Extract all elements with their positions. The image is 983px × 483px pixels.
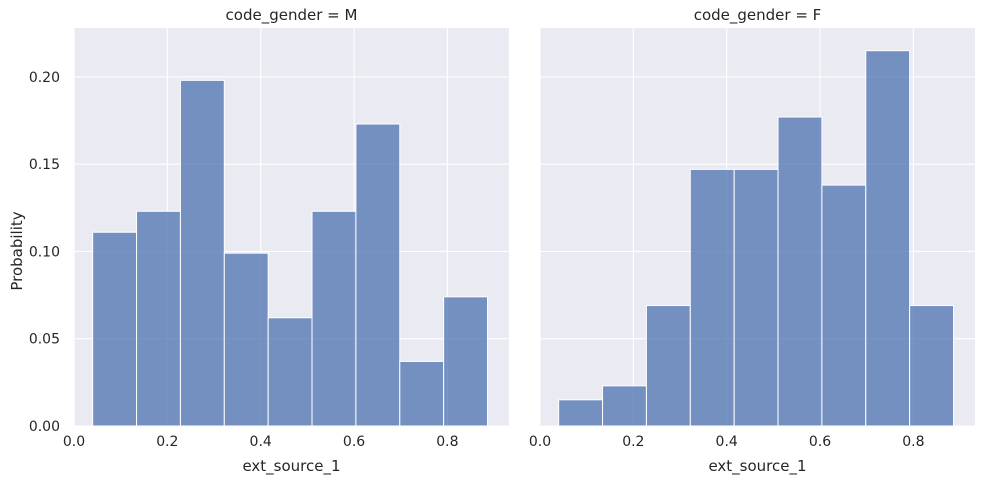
- histogram-bar: [136, 210, 181, 427]
- histogram-bar: [558, 399, 604, 427]
- y-tick-label: 0.00: [29, 419, 60, 435]
- x-tick-label: 0.4: [250, 434, 272, 450]
- x-tick-label: 0.8: [902, 434, 924, 450]
- y-tick-label: 0.10: [29, 244, 60, 260]
- histogram-bar: [311, 210, 357, 427]
- x-tick-label: 0.0: [529, 434, 551, 450]
- y-tick-label: 0.15: [29, 157, 60, 173]
- histogram-bar: [733, 168, 779, 427]
- x-tick-label: 0.2: [156, 434, 178, 450]
- y-tick-label: 0.20: [29, 70, 60, 86]
- histogram-bar: [602, 385, 647, 427]
- histogram-bar: [865, 50, 911, 427]
- histogram-bar: [443, 296, 489, 427]
- x-tick-label: 0.6: [343, 434, 365, 450]
- histogram-bar: [645, 305, 691, 427]
- y-axis-label: Probability: [8, 211, 26, 290]
- y-tick-label: 0.05: [29, 332, 60, 348]
- facet-panel-2: 0.0 0.2 0.4 0.6 0.8 code_gender = F ext_source…: [529, 6, 975, 476]
- x-tick-label: 0.0: [63, 434, 85, 450]
- x-tick-label: 0.4: [716, 434, 738, 450]
- x-axis-label: ext_source_1: [242, 457, 340, 476]
- histogram-bar: [223, 252, 269, 427]
- histogram-bar: [355, 123, 401, 427]
- histogram-bar: [777, 116, 823, 427]
- x-tick-label: 0.2: [622, 434, 644, 450]
- x-tick-label: 0.8: [436, 434, 458, 450]
- histogram-bar: [821, 184, 867, 427]
- histogram-bar: [92, 231, 138, 427]
- histogram-bar: [689, 168, 735, 427]
- histogram-bar: [267, 317, 313, 427]
- histogram-bar: [179, 79, 225, 427]
- histogram-bar: [909, 305, 955, 427]
- panel-title: code_gender = F: [694, 6, 822, 25]
- x-tick-label: 0.6: [809, 434, 831, 450]
- x-axis-label: ext_source_1: [708, 457, 806, 476]
- panel-title: code_gender = M: [226, 6, 358, 25]
- facet-panel-1: 0.0 0.2 0.4 0.6 0.8 0.00 0.05 0.10 0.15 0.20 code_…: [29, 6, 509, 476]
- histogram-bar: [399, 360, 445, 427]
